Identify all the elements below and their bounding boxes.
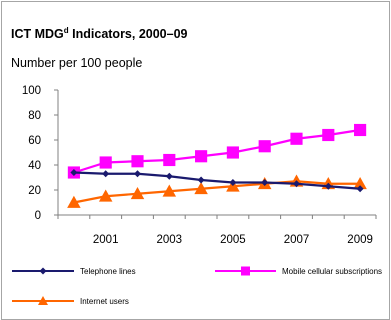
legend-label-mobile-cellular-subscriptions: Mobile cellular subscriptions	[282, 267, 382, 276]
data-point-telephone-lines	[70, 169, 78, 176]
y-tick-label: 20	[28, 185, 41, 197]
series-line-telephone-lines	[73, 171, 361, 190]
x-tick-label: 2009	[347, 234, 373, 246]
legend-marker-mobile-cellular-subscriptions	[241, 266, 250, 276]
data-point-internet-users	[98, 189, 113, 202]
data-point-mobile-cellular-subscriptions	[195, 150, 208, 163]
data-point-mobile-cellular-subscriptions	[290, 132, 303, 145]
x-tick-label: 2003	[157, 234, 183, 246]
series-line-internet-users	[73, 180, 361, 204]
y-tick-label: 40	[28, 160, 41, 172]
legend: Telephone lines Mobile cellular subscript…	[12, 266, 382, 306]
series-line-mobile-cellular-subscriptions	[73, 128, 361, 174]
data-point-telephone-lines	[134, 170, 141, 178]
legend-item-telephone-lines: Telephone lines	[12, 267, 136, 276]
legend-label-telephone-lines: Telephone lines	[80, 267, 136, 276]
x-tick-label: 2001	[93, 234, 119, 246]
data-point-internet-users	[194, 182, 208, 195]
series-telephone-lines	[70, 169, 364, 193]
data-point-mobile-cellular-subscriptions	[354, 123, 367, 137]
data-point-telephone-lines	[229, 179, 237, 186]
data-point-internet-users	[67, 195, 81, 208]
data-point-internet-users	[130, 187, 145, 200]
legend-label-internet-users: Internet users	[80, 297, 129, 306]
legend-item-internet-users: Internet users	[12, 296, 129, 306]
y-tick-label: 60	[28, 135, 41, 147]
data-point-telephone-lines	[197, 176, 205, 184]
chart-title: ICT MDGd Indicators, 2000–09	[11, 26, 188, 41]
data-point-telephone-lines	[324, 182, 332, 190]
chart-title-superscript: d	[64, 26, 69, 35]
data-point-mobile-cellular-subscriptions	[322, 128, 335, 142]
data-point-mobile-cellular-subscriptions	[99, 156, 112, 169]
data-point-mobile-cellular-subscriptions	[163, 153, 176, 167]
chart-subtitle: Number per 100 people	[11, 56, 142, 70]
data-point-internet-users	[353, 177, 367, 190]
y-tick-label: 80	[28, 110, 41, 122]
chart-title-rest: Indicators, 2000–09	[69, 27, 188, 41]
data-point-mobile-cellular-subscriptions	[131, 155, 144, 168]
data-point-telephone-lines	[102, 170, 110, 178]
data-point-telephone-lines	[261, 179, 269, 186]
data-point-telephone-lines	[356, 185, 364, 193]
legend-marker-telephone-lines	[39, 267, 47, 275]
data-point-mobile-cellular-subscriptions	[226, 146, 239, 159]
data-point-telephone-lines	[293, 180, 300, 188]
series-layer	[67, 123, 367, 208]
data-point-mobile-cellular-subscriptions	[258, 140, 271, 153]
data-point-telephone-lines	[165, 172, 173, 180]
x-tick-label: 2007	[284, 234, 310, 246]
x-tick-label: 2005	[220, 234, 246, 246]
legend-item-mobile-cellular-subscriptions: Mobile cellular subscriptions	[215, 266, 382, 276]
y-tick-label: 0	[35, 210, 41, 222]
series-internet-users	[67, 174, 367, 208]
legend-marker-internet-users	[38, 296, 48, 305]
y-tick-label: 100	[22, 85, 41, 97]
data-point-internet-users	[162, 184, 177, 197]
chart-title-main: ICT MDG	[11, 27, 64, 41]
series-mobile-cellular-subscriptions	[67, 123, 367, 179]
axes: 0 20 40 60 80 100 2001 2003 2005 2007 2009	[22, 85, 377, 246]
